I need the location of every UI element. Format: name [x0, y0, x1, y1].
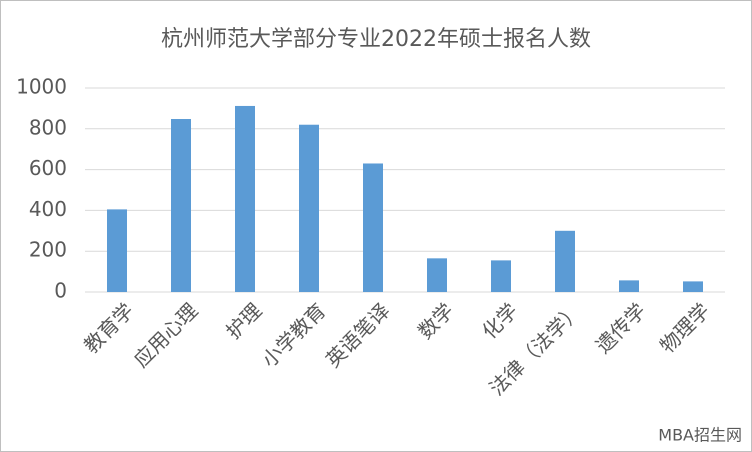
- bar: [171, 119, 191, 293]
- bar: [619, 280, 639, 292]
- bar: [299, 124, 319, 292]
- bar: [235, 105, 255, 293]
- bar: [107, 209, 127, 292]
- chart-title: 杭州师范大学部分专业2022年硕士报名人数: [161, 27, 591, 52]
- bar: [427, 258, 447, 292]
- watermark: MBA招生网: [658, 426, 742, 445]
- y-tick-label: 400: [29, 197, 67, 221]
- y-tick-label: 1000: [16, 75, 67, 99]
- y-tick-label: 0: [54, 279, 67, 303]
- bar: [491, 260, 511, 292]
- y-tick-label: 800: [29, 115, 67, 139]
- y-tick-label: 600: [29, 156, 67, 180]
- bar: [363, 163, 383, 292]
- y-tick-label: 200: [29, 238, 67, 262]
- bar: [683, 281, 703, 292]
- bar: [555, 230, 575, 292]
